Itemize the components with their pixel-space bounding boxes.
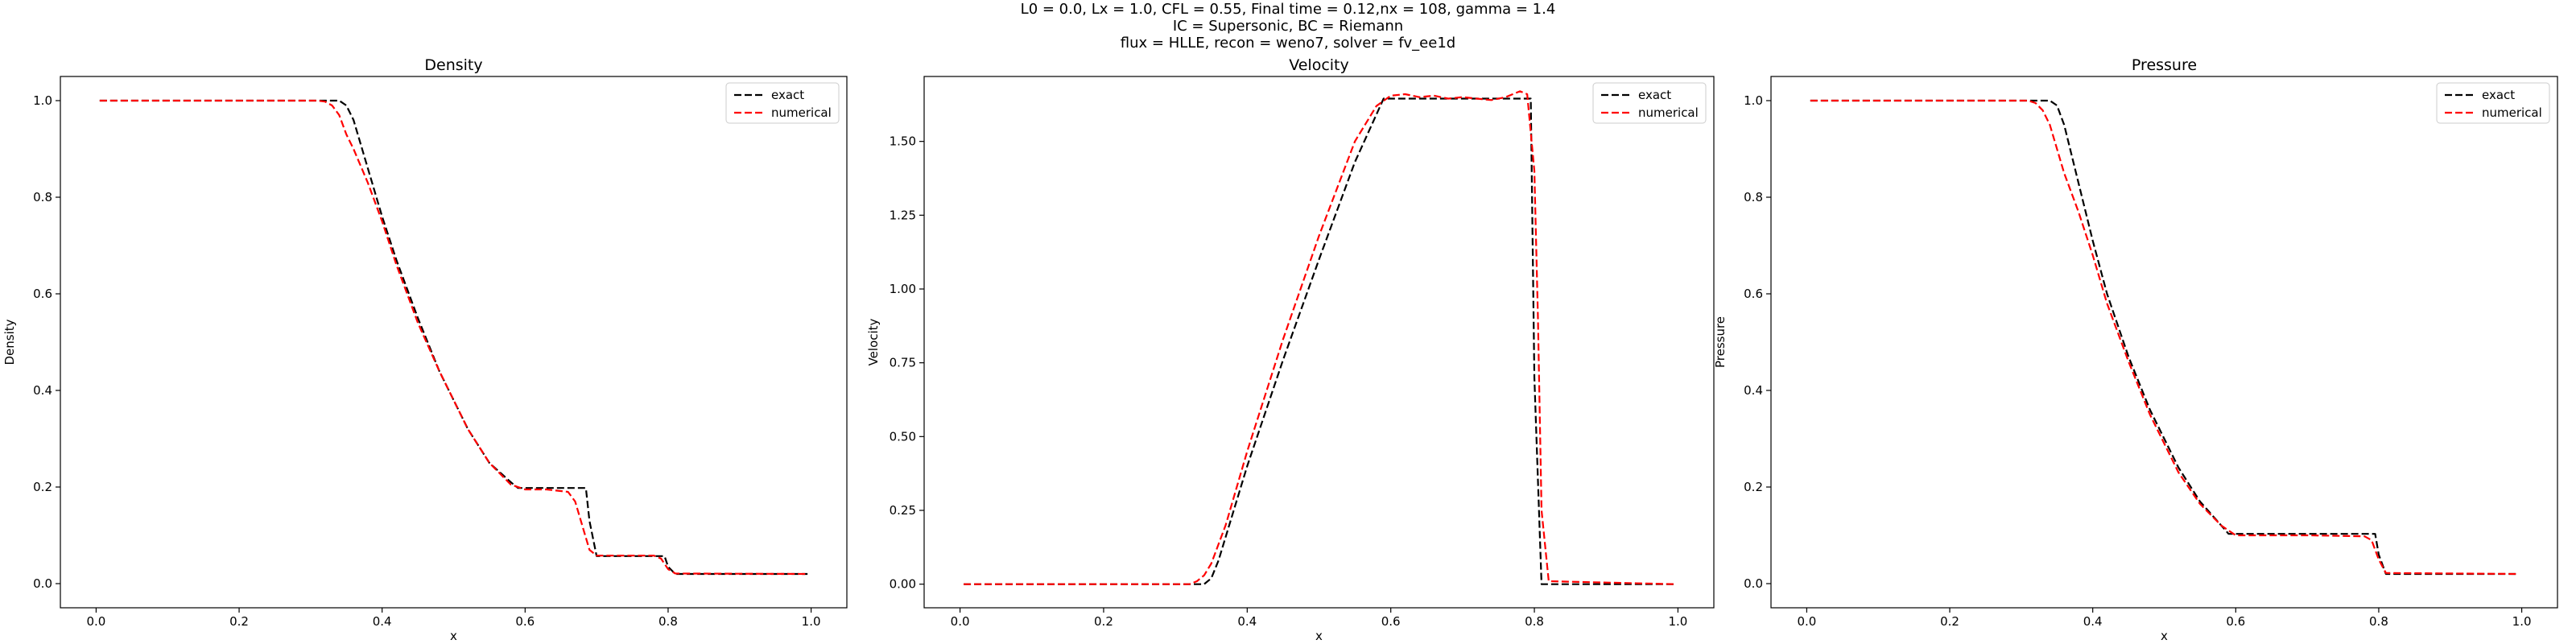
y-axis-label: Pressure — [1713, 316, 1728, 368]
subplot-title: Velocity — [1289, 56, 1349, 74]
x-tick-label: 0.2 — [229, 614, 249, 629]
y-tick-label: 1.50 — [890, 134, 916, 149]
x-tick-label: 0.0 — [1797, 614, 1816, 629]
plot-frame — [1770, 76, 2558, 609]
subplot-title: Density — [424, 56, 482, 74]
plot-frame — [60, 76, 848, 609]
legend: exact numerical — [725, 82, 840, 124]
suptitle: L0 = 0.0, Lx = 1.0, CFL = 0.55, Final ti… — [1021, 1, 1556, 52]
y-tick-label: 0.00 — [890, 577, 916, 592]
x-tick-label: 0.4 — [2083, 614, 2103, 629]
x-tick-label: 0.2 — [1094, 614, 1113, 629]
subplot-velocity: Velocity 0.0 0.2 0.4 0.6 0.8 1.0 0.00 0.25 0.50 0.… — [866, 56, 1715, 643]
x-tick-label: 0.2 — [1940, 614, 1959, 629]
suptitle-line-1: L0 = 0.0, Lx = 1.0, CFL = 0.55, Final ti… — [1021, 1, 1556, 18]
legend-label-numerical: numerical — [1638, 105, 1699, 120]
legend: exact numerical — [2436, 82, 2550, 124]
y-axis-label: Velocity — [866, 318, 881, 365]
plot-lines — [99, 99, 808, 576]
x-tick-label: 0.8 — [1525, 614, 1544, 629]
y-tick-label: 0.50 — [890, 429, 916, 444]
x-tick-label: 0.6 — [1381, 614, 1401, 629]
subplot-pressure: Pressure 0.0 0.2 0.4 0.6 0.8 1.0 0.0 0.2 0.4 0.6 0.… — [1713, 56, 2558, 643]
y-tick-label: 0.8 — [33, 190, 52, 204]
series-line-numerical — [964, 90, 1674, 585]
y-tick-label: 0.4 — [33, 383, 52, 398]
subplot-density: Density 0.0 0.2 0.4 0.6 0.8 1.0 0.0 0.2 0.4 0.6 0.8… — [2, 56, 848, 643]
plot-lines — [964, 90, 1674, 585]
legend-box — [725, 82, 840, 124]
x-tick-label: 0.4 — [1237, 614, 1257, 629]
subplot-title: Pressure — [2132, 56, 2197, 74]
legend-label-exact: exact — [1638, 88, 1671, 102]
y-tick-label: 0.75 — [890, 356, 916, 370]
legend: exact numerical — [1592, 82, 1707, 124]
series-line-exact — [964, 97, 1674, 585]
suptitle-line-2: IC = Supersonic, BC = Riemann — [1173, 18, 1403, 35]
y-tick-label: 0.2 — [1744, 480, 1763, 494]
legend-label-numerical: numerical — [771, 105, 832, 120]
legend-box — [1592, 82, 1707, 124]
x-tick-label: 0.0 — [86, 614, 105, 629]
x-tick-label: 0.6 — [515, 614, 535, 629]
x-axis-label: x — [450, 629, 457, 643]
plot-frame — [923, 76, 1715, 609]
y-axis-label: Density — [2, 319, 17, 365]
y-tick-label: 1.0 — [1744, 93, 1763, 108]
y-tick-label: 0.6 — [33, 287, 52, 301]
subplots: Density 0.0 0.2 0.4 0.6 0.8 1.0 0.0 0.2 0.4 0.6 0.8… — [2, 56, 2558, 643]
x-tick-label: 1.0 — [802, 614, 821, 629]
suptitle-line-3: flux = HLLE, recon = weno7, solver = fv_… — [1121, 35, 1455, 52]
y-tick-label: 1.0 — [33, 93, 52, 108]
x-axis-label: x — [1315, 629, 1323, 643]
y-tick-label: 0.0 — [1744, 576, 1763, 591]
x-tick-label: 1.0 — [2512, 614, 2532, 629]
x-tick-label: 0.4 — [373, 614, 392, 629]
x-tick-label: 1.0 — [1668, 614, 1687, 629]
legend-label-exact: exact — [771, 88, 804, 102]
y-tick-label: 0.6 — [1744, 287, 1763, 301]
series-line-exact — [1810, 99, 2519, 576]
y-tick-label: 0.4 — [1744, 383, 1763, 398]
x-axis-label: x — [2161, 629, 2168, 643]
x-tick-label: 0.8 — [2369, 614, 2388, 629]
y-tick-label: 0.2 — [33, 480, 52, 494]
y-tick-label: 0.25 — [890, 503, 916, 518]
x-tick-label: 0.0 — [951, 614, 970, 629]
y-tick-label: 0.8 — [1744, 190, 1763, 204]
y-tick-label: 1.25 — [890, 208, 916, 222]
series-line-numerical — [1810, 99, 2519, 576]
legend-label-exact: exact — [2482, 88, 2515, 102]
x-tick-label: 0.8 — [658, 614, 678, 629]
y-tick-label: 1.00 — [890, 282, 916, 296]
y-tick-label: 0.0 — [33, 576, 52, 591]
legend-box — [2436, 82, 2550, 124]
plot-lines — [1810, 99, 2519, 576]
x-tick-label: 0.6 — [2226, 614, 2245, 629]
legend-label-numerical: numerical — [2482, 105, 2542, 120]
